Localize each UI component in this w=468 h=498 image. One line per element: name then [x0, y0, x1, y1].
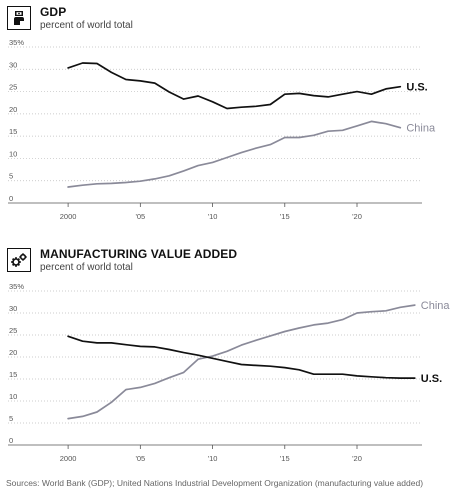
y-tick-label: 5	[9, 414, 13, 423]
sources-note: Sources: World Bank (GDP); United Nation…	[6, 478, 424, 488]
y-tick-label: 10	[9, 392, 17, 401]
x-tick-label: '05	[135, 212, 145, 221]
y-tick-label: 25	[9, 326, 17, 335]
y-tick-label: 30	[9, 60, 17, 69]
y-tick-label: 0	[9, 436, 13, 445]
manufacturing-panel: 0 5 10 15 20 25 30 35% 2000 '05 '10 '15 '20 China U.S.…	[0, 242, 468, 472]
chart-title: GDP	[40, 5, 67, 19]
chart-subtitle: percent of world total	[40, 262, 133, 273]
y-tick-label: 15	[9, 370, 17, 379]
series-line-china	[67, 120, 402, 188]
chart-subtitle: percent of world total	[40, 20, 133, 31]
y-tick-label: 0	[9, 194, 13, 203]
y-axis-top-label: 35%	[9, 282, 24, 291]
x-tick-label: '05	[135, 454, 145, 463]
gdp-chart: 0 5 10 15 20 25 30 35% 2000 '05 '10 '15 '20 U.S. China	[8, 38, 436, 221]
x-tick-label: 2000	[60, 454, 77, 463]
series-label-china: China	[421, 300, 451, 312]
series-line-us	[67, 62, 402, 110]
x-tick-label: '20	[352, 454, 362, 463]
series-label-us: U.S.	[406, 82, 427, 94]
money-hand-icon	[7, 6, 31, 30]
x-tick-label: '10	[208, 212, 218, 221]
gears-icon	[7, 248, 31, 272]
manufacturing-chart: 0 5 10 15 20 25 30 35% 2000 '05 '10 '15 '20 China U.S.	[8, 282, 451, 463]
y-tick-label: 20	[9, 105, 17, 114]
x-tick-label: 2000	[60, 212, 77, 221]
series-line-us	[67, 335, 416, 379]
x-tick-label: '15	[280, 212, 290, 221]
y-tick-label: 15	[9, 127, 17, 136]
y-tick-label: 5	[9, 172, 13, 181]
series-label-us: U.S.	[421, 373, 442, 385]
y-tick-label: 20	[9, 348, 17, 357]
x-tick-label: '20	[352, 212, 362, 221]
gdp-panel: 0 5 10 15 20 25 30 35% 2000 '05 '10 '15 '20 U.S. China…	[0, 0, 468, 232]
y-axis-top-label: 35%	[9, 38, 24, 47]
y-tick-label: 25	[9, 83, 17, 92]
chart-title: MANUFACTURING VALUE ADDED	[40, 247, 238, 261]
x-tick-label: '10	[208, 454, 218, 463]
series-label-china: China	[406, 123, 436, 135]
y-tick-label: 10	[9, 149, 17, 158]
series-line-china	[67, 304, 416, 420]
y-tick-label: 30	[9, 304, 17, 313]
x-tick-label: '15	[280, 454, 290, 463]
